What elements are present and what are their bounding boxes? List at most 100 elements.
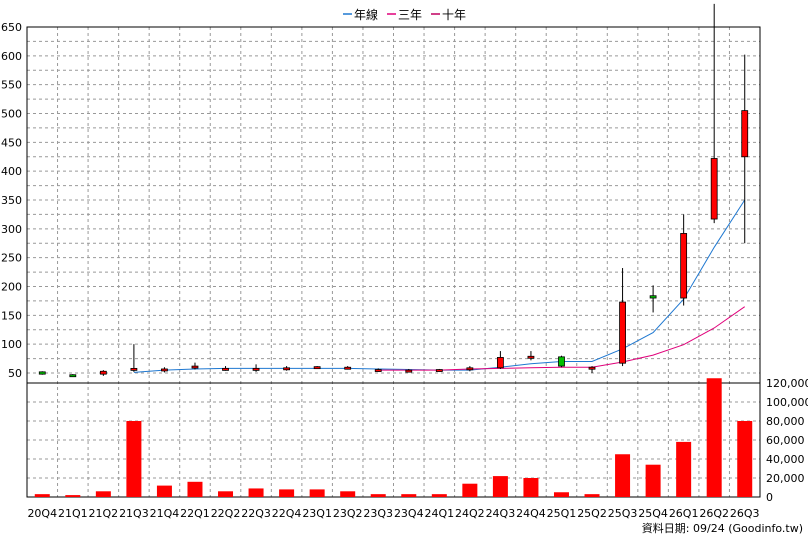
x-tick-label: 25Q2 [577,507,607,520]
candle-body [466,367,474,371]
candle-body [710,158,718,220]
axis-labels: 5010015020025030035040045050055060065002… [1,21,808,520]
candle-body [496,357,504,369]
price-tick-label: 450 [1,136,22,149]
candle-body [130,367,138,371]
price-tick-label: 650 [1,21,22,34]
price-tick-label: 400 [1,165,22,178]
x-tick-label: 26Q3 [730,507,760,520]
legend-three-year: 三年 [398,8,422,22]
x-tick-label: 26Q2 [699,507,729,520]
x-tick-label: 25Q4 [638,507,668,520]
candle-body [527,355,535,359]
candle-body [649,295,657,299]
volume-bars [34,378,753,497]
legend-year-line: 年線 [354,7,378,22]
candle-body [99,370,107,375]
price-tick-label: 250 [1,252,22,265]
volume-bar [34,494,50,497]
volume-bar [187,481,203,497]
candle-body [344,366,352,370]
candle-body [558,356,565,367]
candle-body [619,301,626,364]
x-tick-label: 20Q4 [27,507,57,520]
volume-bar [706,378,722,497]
volume-bar [553,492,569,497]
candle-body [313,366,321,370]
candle-body [741,110,749,158]
volume-bar [279,489,295,497]
x-tick-label: 24Q3 [486,507,516,520]
volume-bar [645,464,661,497]
x-tick-label: 24Q1 [424,507,454,520]
candle-body [405,369,413,373]
price-tick-label: 600 [1,50,22,63]
x-tick-label: 21Q4 [150,507,180,520]
price-tick-label: 350 [1,194,22,207]
price-tick-label: 200 [1,281,22,294]
volume-bar [737,421,753,497]
x-tick-label: 23Q4 [394,507,424,520]
candle-body [69,374,77,378]
x-tick-label: 22Q4 [272,507,302,520]
volume-tick-label: 0 [766,491,773,504]
candle-body [588,366,596,370]
price-tick-label: 550 [1,79,22,92]
price-tick-label: 50 [8,367,22,380]
x-tick-label: 23Q1 [302,507,332,520]
x-tick-label: 21Q1 [58,507,88,520]
x-tick-label: 24Q2 [455,507,485,520]
volume-tick-label: 20,000 [766,472,805,485]
volume-bar [584,494,600,497]
volume-bar [431,494,447,497]
candle-body [191,365,199,369]
volume-bar [248,488,264,497]
x-tick-label: 22Q1 [180,507,210,520]
volume-bar [309,489,325,497]
candle-body [435,369,443,372]
x-tick-label: 26Q1 [669,507,699,520]
x-tick-label: 23Q2 [333,507,363,520]
candle-body [283,367,291,371]
candles [38,3,749,378]
volume-plot-frame [26,382,761,498]
volume-bar [218,491,234,497]
volume-bar [370,494,386,497]
candle-body [374,369,382,372]
volume-bar [401,494,417,497]
candle-body [161,368,168,372]
legend-ten-year: 十年 [442,8,466,22]
price-tick-label: 500 [1,108,22,121]
x-tick-label: 22Q3 [241,507,271,520]
volume-bar [126,421,142,497]
candle-body [38,371,46,375]
volume-bar [340,491,356,497]
volume-tick-label: 40,000 [766,453,805,466]
volume-bar [523,478,539,497]
price-tick-label: 150 [1,309,22,322]
candle-body [252,367,260,371]
volume-tick-label: 120,000 [766,377,808,390]
volume-bar [95,491,111,497]
x-tick-label: 25Q1 [547,507,577,520]
x-tick-label: 22Q2 [211,507,241,520]
volume-bar [492,476,508,497]
volume-tick-label: 100,000 [766,396,808,409]
x-tick-label: 21Q2 [89,507,119,520]
volume-bar [676,441,692,497]
x-tick-label: 21Q3 [119,507,149,520]
volume-bar [156,485,172,497]
volume-bar [65,495,81,497]
price-tick-label: 100 [1,338,22,351]
volume-bar [615,454,631,497]
volume-tick-label: 60,000 [766,434,805,447]
source-note: 資料日期: 09/24 (Goodinfo.tw) [642,521,803,535]
volume-bar [462,483,478,497]
legend: 年線 三年 十年 [343,7,466,22]
plot-frames [26,26,761,498]
x-tick-label: 23Q3 [363,507,393,520]
volume-tick-label: 80,000 [766,415,805,428]
x-tick-label: 24Q4 [516,507,546,520]
price-tick-label: 300 [1,223,22,236]
